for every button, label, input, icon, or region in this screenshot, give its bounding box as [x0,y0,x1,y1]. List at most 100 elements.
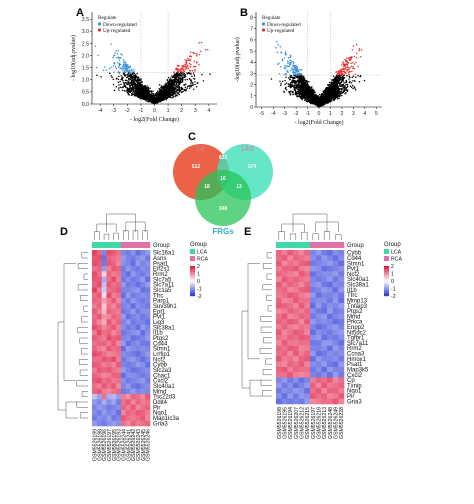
gene-point [128,94,131,96]
gene-point [290,67,293,69]
gene-point [133,72,136,75]
gene-point [131,71,134,74]
gene-point [114,65,117,68]
gene-point [137,87,140,89]
gene-point [183,76,186,78]
y-axis-label: - log10(adj.pvalue) [70,35,77,81]
gene-point [124,81,127,84]
gene-point [126,76,128,79]
gene-point [180,72,183,74]
gene-point [144,99,146,101]
y-tick-label: 5 [250,49,253,55]
gene-point [131,68,133,71]
gene-point [154,93,156,95]
gene-point [139,87,141,89]
gene-point [345,66,347,68]
gene-point [112,56,114,59]
gene-point [188,85,191,87]
gene-point [352,67,354,70]
gene-point [138,91,141,94]
gene-point [301,98,303,101]
gene-point [170,84,172,87]
gene-point [129,73,132,75]
gene-point [270,78,273,80]
gene-point [122,80,124,82]
gene-point [123,70,126,72]
x-tick-label: 3 [352,111,355,117]
gene-point [192,72,195,74]
gene-point [122,65,124,67]
gene-point [148,91,151,93]
gene-point [121,77,123,80]
points-layer [270,41,366,108]
gene-point [136,88,139,90]
x-tick-label: -1 [305,111,310,117]
gene-point [343,65,346,67]
gene-point [167,93,169,95]
gene-point [279,65,282,68]
x-tick-label: 4 [363,111,366,117]
gene-point [184,59,186,61]
gene-point [134,78,137,81]
gene-point [135,95,137,97]
y-tick-label: 3.5 [82,17,89,23]
gene-point [340,64,343,66]
y-tick-label: 2 [250,82,253,88]
gene-point [176,73,179,75]
y-tick-label: 0 [250,105,253,111]
gene-point [355,57,358,59]
gene-point [165,87,167,90]
gene-point [285,89,288,91]
gene-point [158,91,160,93]
gene-point [129,91,132,94]
gene-point [163,97,165,99]
gene-point [343,88,346,91]
gene-point [160,93,162,96]
gene-point [160,89,163,92]
gene-point [161,98,164,100]
gene-point [327,84,329,86]
gene-point [159,98,162,100]
legend-title: Regulate [98,15,117,21]
gene-point [314,91,316,94]
gene-point [201,73,203,76]
gene-point [127,91,130,93]
gene-point [349,67,351,69]
x-tick-label: -5 [259,111,264,117]
gene-point [156,100,158,103]
gene-point [287,71,289,74]
gene-point [96,66,98,69]
gene-point [125,90,127,92]
gene-point [296,94,299,97]
gene-point [177,68,180,70]
gene-point [123,60,126,62]
gene-point [110,43,112,45]
gene-point [127,81,130,84]
gene-point [180,88,183,91]
gene-point [340,94,343,97]
gene-point [192,51,194,54]
gene-point [118,57,120,59]
gene-point [129,65,131,68]
y-axis-label: -log10(adj.pvalue) [234,37,241,81]
gene-point [360,49,363,51]
gene-point [141,89,144,91]
gene-point [121,89,124,92]
gene-point [149,87,151,90]
gene-point [138,81,140,84]
y-tick-label: 8 [250,15,253,21]
gene-point [121,54,123,56]
gene-point [177,80,180,82]
gene-point [198,53,201,56]
gene-point [122,69,125,72]
gene-point [298,68,300,71]
gene-point [122,58,125,61]
gene-point [149,96,152,99]
gene-point [115,78,118,80]
gene-point [178,85,180,88]
gene-point [182,73,184,76]
gene-point [352,79,354,82]
gene-point [113,61,116,64]
gene-point [130,69,132,72]
gene-point [185,61,187,64]
